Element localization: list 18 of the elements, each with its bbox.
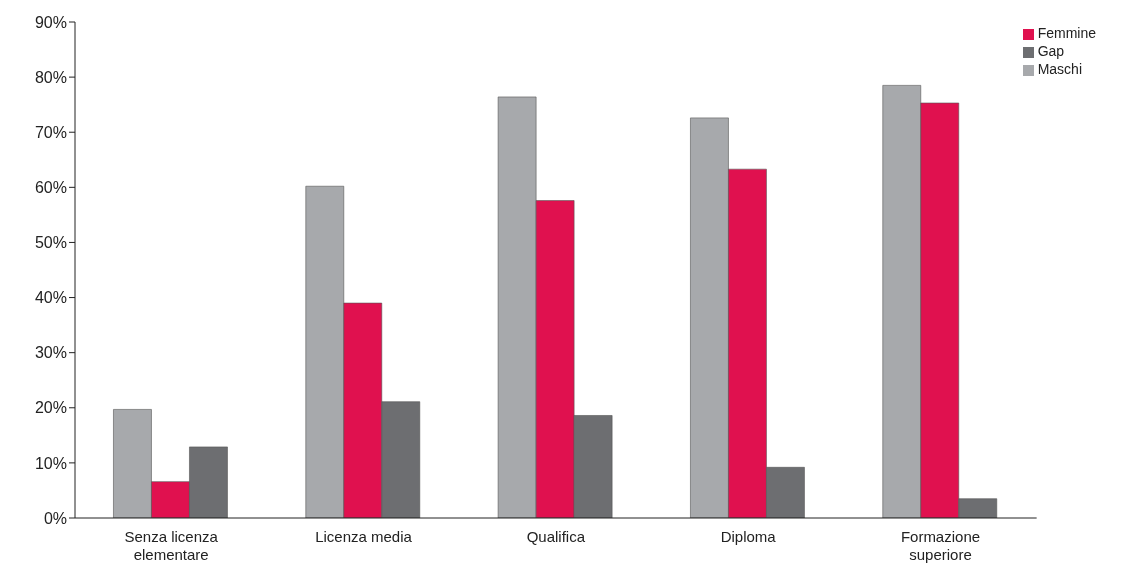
y-tick-label: 10% xyxy=(34,454,67,472)
y-tick-label: 20% xyxy=(34,399,67,417)
legend-label: Maschi xyxy=(1037,61,1082,77)
y-tick-label: 60% xyxy=(34,179,67,197)
x-tick-label: Senza licenza elementare xyxy=(124,528,219,563)
y-tick-label: 50% xyxy=(34,234,67,252)
y-tick-label: 80% xyxy=(34,68,67,86)
legend-label: Gap xyxy=(1037,43,1065,59)
x-tick-label: Qualifica xyxy=(526,528,586,545)
legend-label: Femmine xyxy=(1037,25,1096,41)
y-tick-label: 90% xyxy=(34,13,67,31)
y-tick-label: 0% xyxy=(43,509,67,527)
y-tick-label: 40% xyxy=(34,289,67,307)
y-tick-label: 30% xyxy=(34,344,67,362)
x-tick-label: Formazione superiore xyxy=(900,528,981,563)
x-tick-label: Licenza media xyxy=(315,528,413,545)
x-tick-label: Diploma xyxy=(720,528,777,545)
y-tick-label: 70% xyxy=(34,123,67,141)
